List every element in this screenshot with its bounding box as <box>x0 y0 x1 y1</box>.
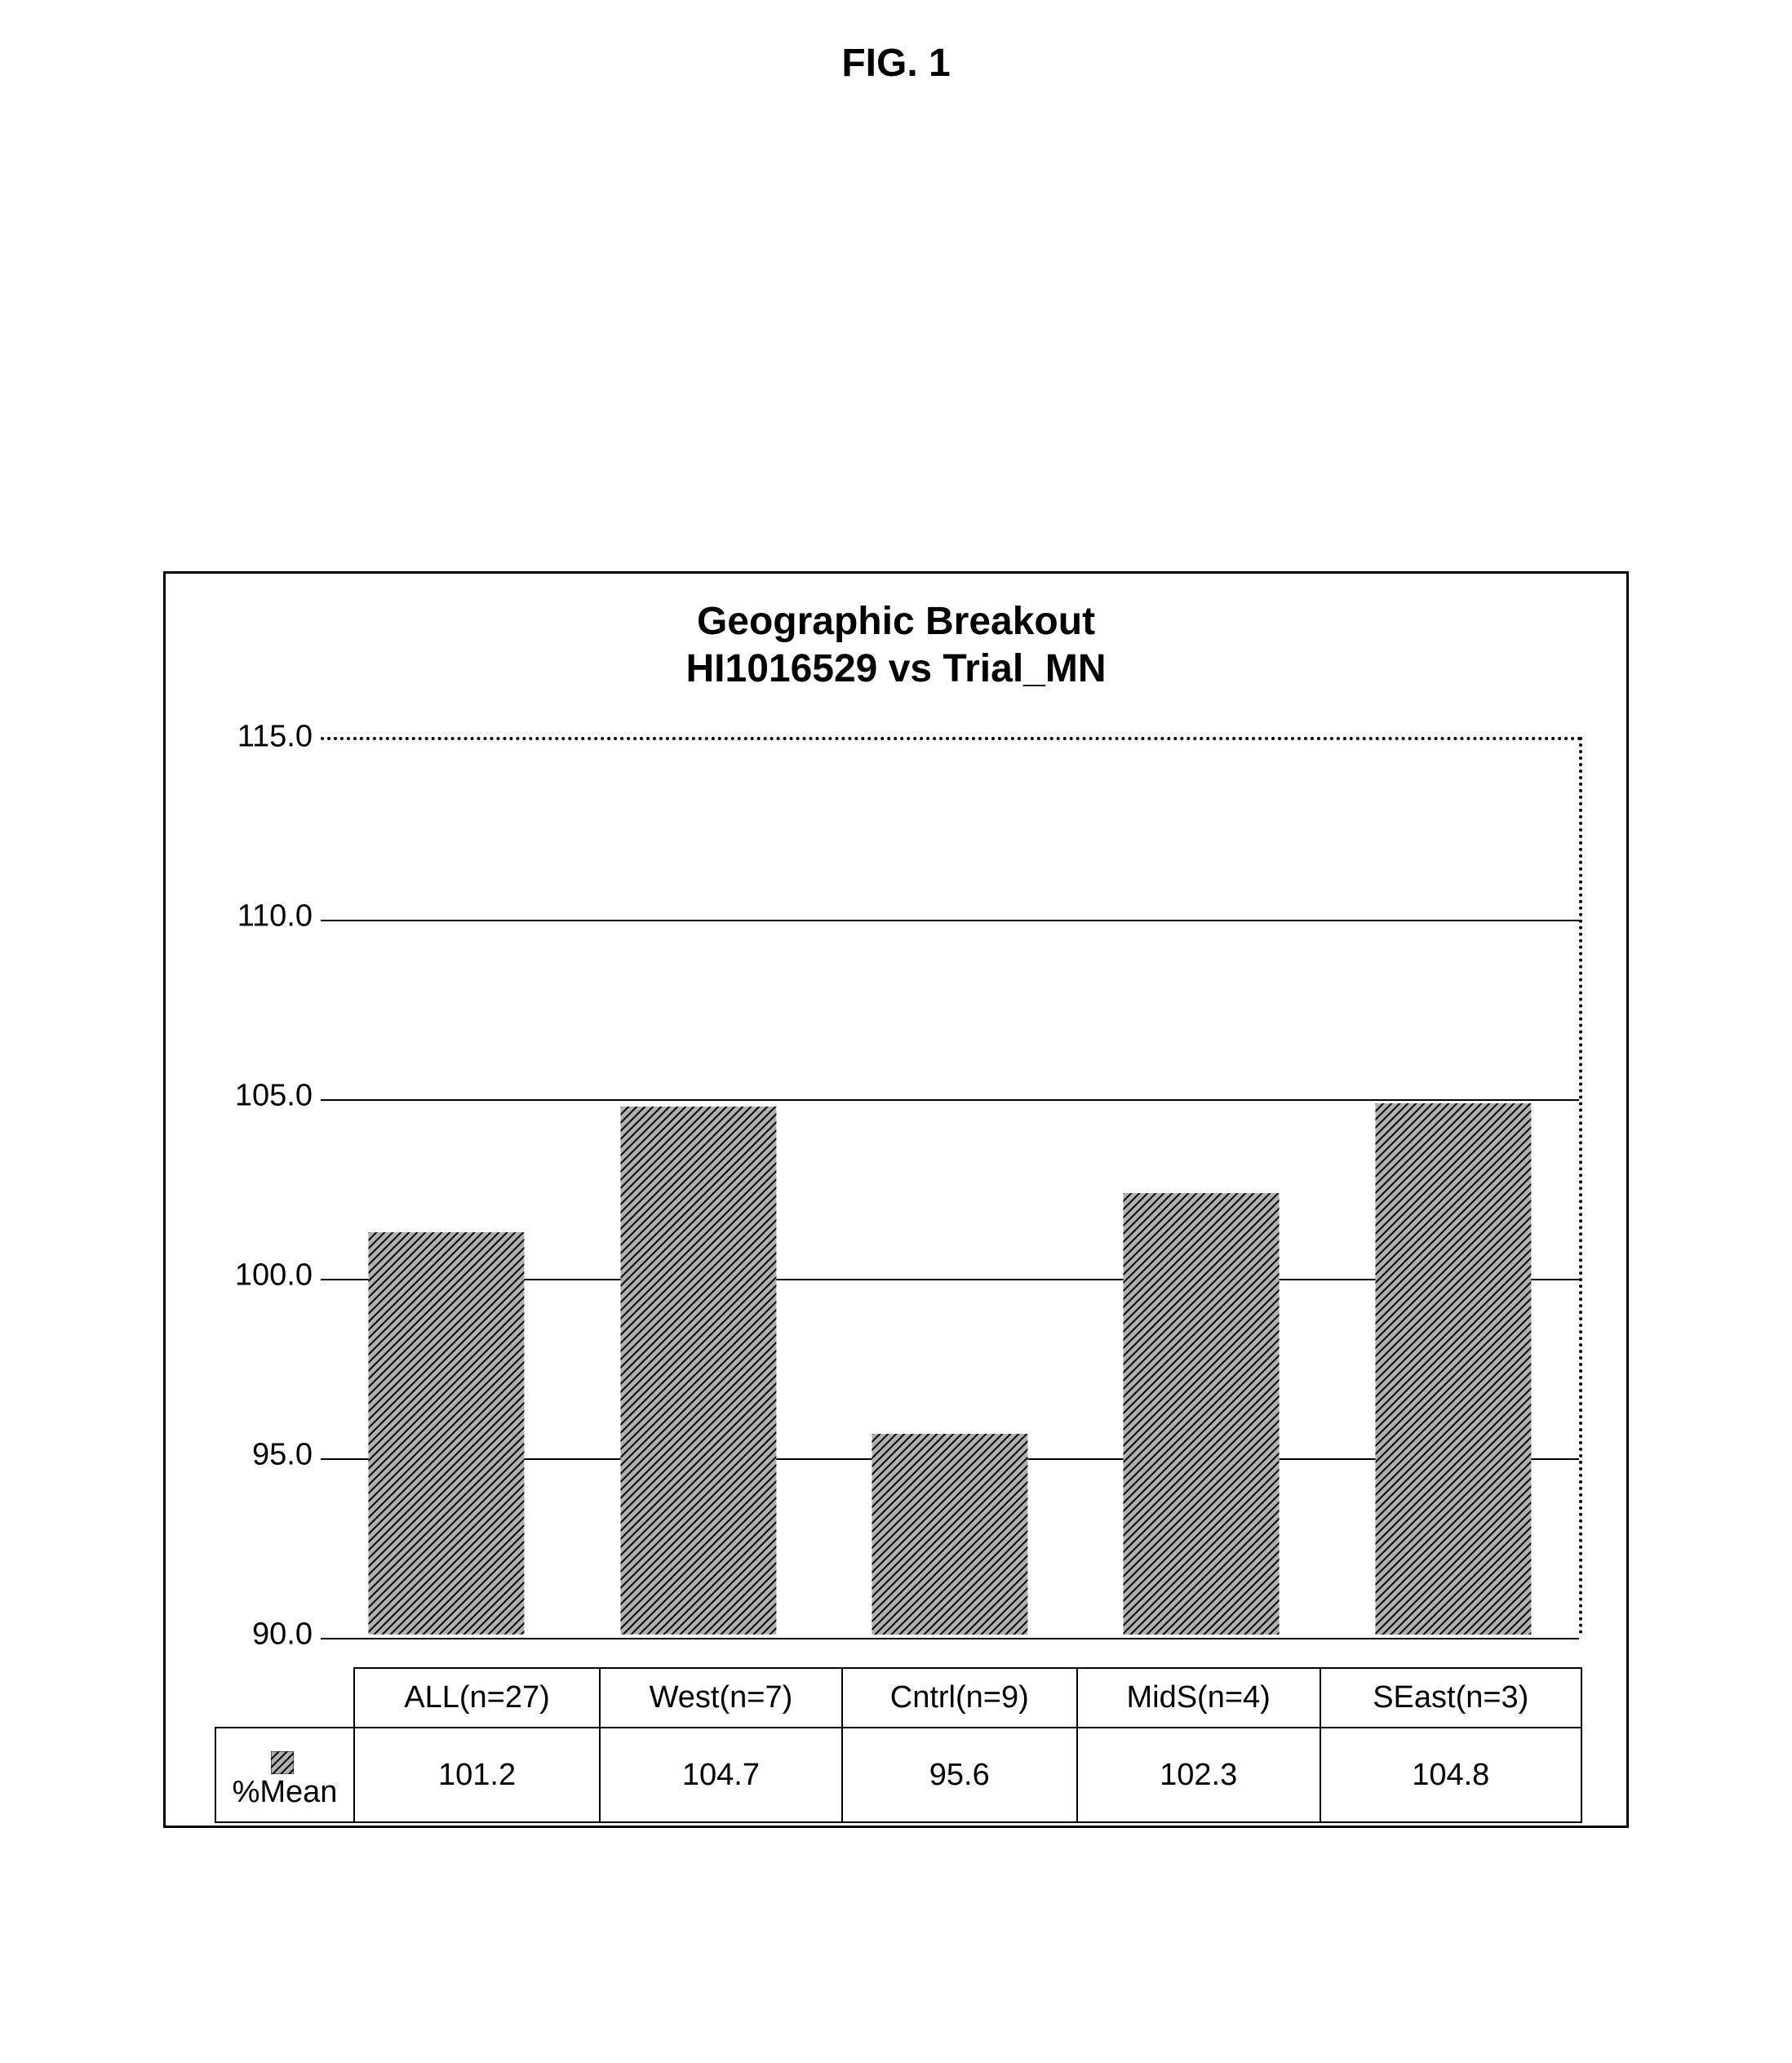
value-cell: 104.8 <box>1320 1728 1581 1822</box>
chart-title-line1: Geographic Breakout <box>697 600 1095 643</box>
legend-swatch-icon <box>271 1747 294 1770</box>
bar <box>369 1232 525 1635</box>
gridline <box>321 1638 1579 1639</box>
bars-container <box>321 740 1579 1635</box>
table-spacer-cell <box>215 1668 354 1728</box>
figure-label: FIG. 1 <box>841 41 950 86</box>
bar <box>872 1434 1027 1635</box>
legend-cell: %Mean <box>215 1728 354 1822</box>
bar-slot <box>824 740 1076 1635</box>
bar-slot <box>572 740 823 1635</box>
y-tick-label: 105.0 <box>235 1079 313 1114</box>
data-table: ALL(n=27)West(n=7)Cntrl(n=9)MidS(n=4)SEa… <box>215 1667 1582 1823</box>
plot-area <box>321 737 1582 1635</box>
plot-wrap: 115.0110.0105.0100.095.090.0 <box>215 737 1582 1667</box>
bar <box>1124 1193 1280 1635</box>
y-axis-labels: 115.0110.0105.0100.095.090.0 <box>215 737 321 1667</box>
y-tick-label: 90.0 <box>252 1617 313 1653</box>
value-cell: 102.3 <box>1077 1728 1320 1822</box>
chart-title: Geographic Breakout HI1016529 vs Trial_M… <box>166 598 1626 692</box>
category-cell: SEast(n=3) <box>1320 1668 1581 1728</box>
value-cell: 104.7 <box>600 1728 842 1822</box>
value-cell: 101.2 <box>354 1728 600 1822</box>
y-tick-label: 100.0 <box>235 1258 313 1293</box>
category-cell: West(n=7) <box>600 1668 842 1728</box>
y-tick-label: 115.0 <box>237 720 313 755</box>
bar <box>1375 1103 1531 1635</box>
chart-frame: Geographic Breakout HI1016529 vs Trial_M… <box>163 571 1629 1828</box>
value-row: %Mean 101.2104.795.6102.3104.8 <box>215 1728 1581 1822</box>
bar-slot <box>321 740 572 1635</box>
category-cell: MidS(n=4) <box>1077 1668 1320 1728</box>
bar <box>620 1107 776 1635</box>
category-cell: ALL(n=27) <box>354 1668 600 1728</box>
category-cell: Cntrl(n=9) <box>842 1668 1077 1728</box>
value-cell: 95.6 <box>842 1728 1077 1822</box>
y-tick-label: 110.0 <box>237 899 313 934</box>
bar-slot <box>1076 740 1327 1635</box>
page: FIG. 1 Geographic Breakout HI1016529 vs … <box>0 0 1792 2063</box>
legend-label: %Mean <box>233 1775 338 1809</box>
category-row: ALL(n=27)West(n=7)Cntrl(n=9)MidS(n=4)SEa… <box>215 1668 1581 1728</box>
y-tick-label: 95.0 <box>252 1438 313 1473</box>
chart-title-line2: HI1016529 vs Trial_MN <box>686 647 1107 690</box>
bar-slot <box>1328 740 1579 1635</box>
